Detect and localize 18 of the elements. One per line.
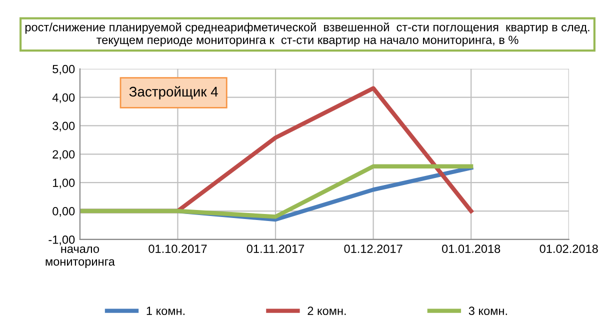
- x-tick-label: 01.10.2017: [148, 244, 207, 253]
- y-tick-label: 5,00: [52, 64, 75, 75]
- legend-label: 3 комн.: [468, 306, 507, 316]
- x-tick-label: 01.11.2017: [246, 244, 304, 253]
- y-tick-label: 2,00: [52, 150, 75, 160]
- x-tick-label: начало мониторинга: [46, 246, 115, 268]
- chart-title: рост/снижение планируемой среднеарифметической взвешенной ст-сти поглощения квартир в след. текущем периоде мониторинга к ст-сти квартир на начало мониторинга, в %: [25, 22, 590, 46]
- y-tick-label: 4,00: [52, 93, 75, 104]
- y-tick-label: 1,00: [53, 178, 75, 188]
- annotation: Застройщик 4: [129, 86, 218, 100]
- y-tick-label: 0,00: [52, 207, 75, 217]
- x-tick-label: 01.01.2018: [442, 244, 500, 253]
- legend-label: 1 комн.: [146, 306, 184, 316]
- x-tick-label: 01.02.2018: [540, 244, 598, 253]
- x-tick-label: 01.12.2017: [344, 244, 402, 253]
- y-tick-label: 3,00: [52, 122, 75, 132]
- legend-label: 2 комн.: [308, 306, 346, 316]
- y-tick-label: -1,00: [48, 235, 75, 246]
